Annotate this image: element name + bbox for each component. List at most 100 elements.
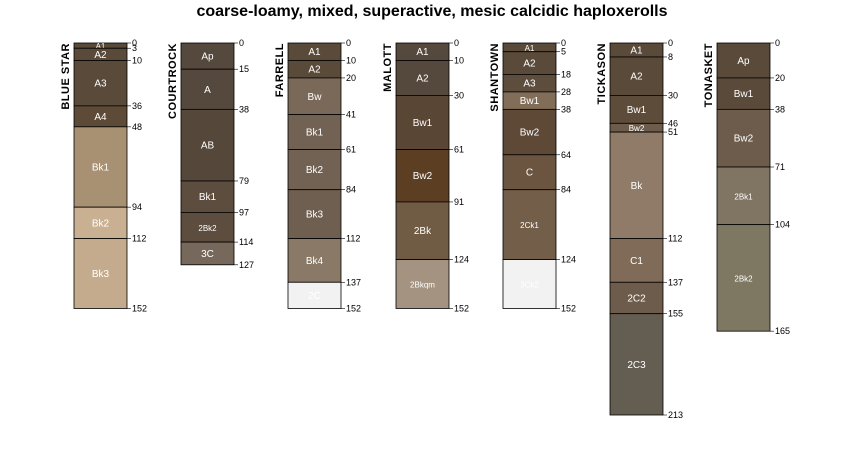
depth-label: 112 [346,234,360,244]
horizon-label: Bw1 [627,105,647,116]
depth-label: 152 [346,303,361,313]
soil-profile: MALOTT A1 A2 Bw1 Bw2 2Bk 2Bkqm 0 10 30 61 91 124 152 [382,38,469,313]
horizon-label: 2Bk2 [734,274,753,283]
horizon-label: 2Bk [414,226,432,237]
depth-label: 84 [346,185,356,195]
depth-label: 10 [132,55,142,65]
horizon-block [609,56,664,96]
horizon-block [502,259,557,309]
depth-label: 0 [668,38,673,48]
depth-label: 5 [561,47,566,57]
depth-label: 8 [668,52,673,62]
horizon-block [180,212,235,243]
horizon-label: Bk4 [306,256,324,267]
depth-label: 114 [239,237,253,247]
horizon-label: Bw1 [413,118,433,129]
horizon-block [287,114,342,150]
depth-label: 20 [346,73,356,83]
depth-label: 0 [561,38,566,48]
horizon-block [609,94,664,124]
depth-label: 20 [775,73,785,83]
horizon-block [395,259,450,309]
soil-profile: SHANTOWN A1 A2 A3 Bw1 Bw2 C 2Ck1 3Ck2 05 18 28 38 64 8… [489,38,576,313]
horizon-label: Bw2 [413,171,433,182]
horizon-label: A2 [94,50,107,61]
depth-label: 15 [239,64,249,74]
horizon-label: Bw [308,92,323,103]
horizon-label: 2Ck1 [520,221,539,230]
horizon-label: Bk1 [92,163,110,174]
depth-label: 3 [132,43,137,53]
horizon-label: A [204,85,211,96]
depth-label: 30 [668,90,678,100]
horizon-block [287,238,342,283]
horizon-label: A1 [630,45,643,56]
horizon-label: 2Bk1 [734,192,753,201]
horizon-label: A2 [416,73,429,84]
profiles-layer: BLUE STAR A1A2A3A4Bk1Bk2Bk303103648941121… [60,38,790,420]
horizon-block [395,94,450,150]
depth-label: 84 [561,185,571,195]
horizon-label: A3 [523,79,536,90]
depth-label: 41 [346,110,356,120]
depth-label: 38 [775,104,785,114]
depth-label: 18 [561,69,571,79]
profile-name: SHANTOWN [489,43,501,112]
horizon-label: Bw2 [629,124,645,133]
horizon-label: Bw1 [734,89,754,100]
depth-label: 79 [239,176,249,186]
horizon-label: Ap [201,52,214,63]
depth-label: 124 [454,255,469,265]
horizon-label: A4 [94,112,107,123]
profile-name: TONASKET [703,43,715,107]
depth-label: 152 [561,303,576,313]
depth-label: 38 [239,104,249,114]
profile-name: FARRELL [274,43,286,97]
horizon-label: Bk2 [92,218,110,229]
horizon-block [609,281,664,315]
horizon-block [502,189,557,260]
profile-name: MALOTT [382,43,394,92]
horizon-block [180,108,235,182]
depth-label: 152 [454,303,469,313]
depth-label: 71 [775,162,785,172]
depth-label: 137 [346,277,361,287]
depth-label: 155 [668,309,683,319]
horizon-block [395,201,450,260]
horizon-block [716,42,771,79]
horizon-label: A1 [416,47,429,58]
depth-label: 51 [668,127,678,137]
horizon-block [395,149,450,203]
profile-name: COURTROCK [167,43,179,119]
depth-label: 152 [132,303,147,313]
depth-label: 64 [561,150,571,160]
horizon-block [609,238,664,283]
horizon-label: AB [201,141,215,152]
horizon-label: A2 [523,59,536,70]
horizon-label: A1 [96,42,106,51]
horizon-label: C [526,168,533,179]
depth-label: 112 [668,234,682,244]
horizon-label: Bw2 [734,134,754,145]
depth-label: 48 [132,122,142,132]
profile-name: TICKASON [596,43,608,104]
depth-label: 104 [775,220,790,230]
horizon-label: Bk2 [306,165,324,176]
horizon-label: A3 [94,79,107,90]
depth-label: 10 [454,55,464,65]
horizon-block [73,206,128,240]
depth-label: 36 [132,101,142,111]
horizon-block [502,154,557,191]
depth-label: 28 [561,87,571,97]
horizon-label: Bk1 [306,128,324,139]
horizon-block [395,60,450,96]
horizon-label: Bw1 [520,96,540,107]
soil-profile: COURTROCK Ap A AB Bk1 2Bk2 3C 0 15 38 79 97 114 127 [167,38,254,270]
horizon-label: Bk3 [92,269,110,280]
depth-label: 124 [561,255,576,265]
figure-title: coarse-loamy, mixed, superactive, mesic … [196,3,667,20]
depth-label: 165 [775,326,790,336]
depth-label: 112 [132,234,146,244]
horizon-block [287,189,342,240]
